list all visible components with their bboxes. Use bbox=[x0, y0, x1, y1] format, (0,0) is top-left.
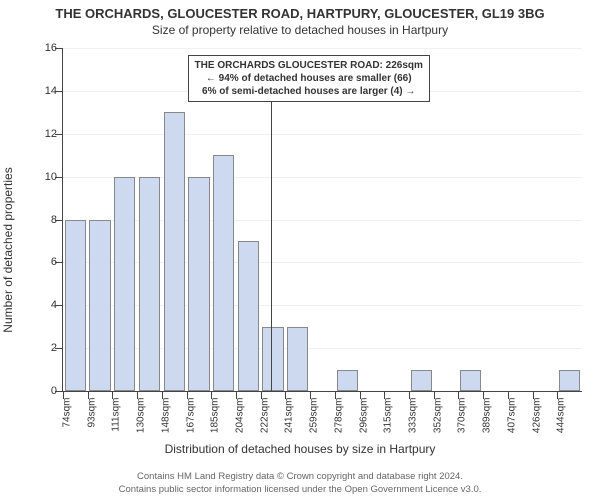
x-tick-label: 185sqm bbox=[210, 398, 221, 434]
x-tick-label: 296sqm bbox=[358, 398, 369, 434]
gridline bbox=[63, 48, 582, 49]
chart-title-block: THE ORCHARDS, GLOUCESTER ROAD, HARTPURY,… bbox=[0, 0, 600, 37]
histogram-bar bbox=[188, 177, 209, 391]
x-tick-label: 333sqm bbox=[408, 398, 419, 434]
histogram-bar bbox=[89, 220, 110, 392]
chart-title-main: THE ORCHARDS, GLOUCESTER ROAD, HARTPURY,… bbox=[0, 6, 600, 21]
histogram-bar bbox=[164, 112, 185, 391]
gridline bbox=[63, 134, 582, 135]
histogram-bar bbox=[114, 177, 135, 391]
x-tick-label: 407sqm bbox=[506, 398, 517, 434]
y-tick-label: 2 bbox=[29, 342, 57, 354]
histogram-bar bbox=[139, 177, 160, 391]
annotation-box: THE ORCHARDS GLOUCESTER ROAD: 226sqm ← 9… bbox=[188, 55, 430, 102]
histogram-bar bbox=[262, 327, 283, 391]
histogram-bar bbox=[213, 155, 234, 391]
x-tick-label: 130sqm bbox=[136, 398, 147, 434]
y-tick-label: 6 bbox=[29, 256, 57, 268]
y-tick-label: 0 bbox=[29, 385, 57, 397]
chart-area: Number of detached properties 0246810121… bbox=[0, 44, 600, 456]
x-tick-label: 315sqm bbox=[383, 398, 394, 434]
x-tick-label: 167sqm bbox=[185, 398, 196, 434]
x-tick-label: 222sqm bbox=[259, 398, 270, 434]
x-tick-label: 389sqm bbox=[482, 398, 493, 434]
histogram-bar bbox=[460, 370, 481, 391]
x-tick-label: 148sqm bbox=[160, 398, 171, 434]
x-tick-label: 259sqm bbox=[309, 398, 320, 434]
histogram-bar bbox=[559, 370, 580, 391]
x-tick-label: 74sqm bbox=[62, 398, 73, 428]
y-tick-label: 14 bbox=[29, 85, 57, 97]
footer-attribution: Contains HM Land Registry data © Crown c… bbox=[0, 471, 600, 496]
annotation-line-1: THE ORCHARDS GLOUCESTER ROAD: 226sqm bbox=[195, 59, 423, 72]
chart-title-sub: Size of property relative to detached ho… bbox=[0, 23, 600, 37]
x-tick-label: 93sqm bbox=[86, 398, 97, 428]
marker-line bbox=[271, 102, 272, 391]
y-tick-label: 8 bbox=[29, 214, 57, 226]
x-tick-label: 444sqm bbox=[556, 398, 567, 434]
y-tick-label: 16 bbox=[29, 42, 57, 54]
x-tick-label: 241sqm bbox=[284, 398, 295, 434]
x-tick-label: 352sqm bbox=[432, 398, 443, 434]
plot-area: 024681012141674sqm93sqm111sqm130sqm148sq… bbox=[62, 48, 582, 392]
x-axis-label: Distribution of detached houses by size … bbox=[0, 442, 600, 456]
histogram-bar bbox=[287, 327, 308, 391]
annotation-line-2: ← 94% of detached houses are smaller (66… bbox=[195, 72, 423, 85]
footer-line-2: Contains public sector information licen… bbox=[0, 484, 600, 496]
histogram-bar bbox=[65, 220, 86, 392]
x-tick-label: 204sqm bbox=[235, 398, 246, 434]
y-tick-label: 4 bbox=[29, 299, 57, 311]
footer-line-1: Contains HM Land Registry data © Crown c… bbox=[0, 471, 600, 483]
histogram-bar bbox=[337, 370, 358, 391]
x-tick-label: 111sqm bbox=[111, 398, 122, 432]
x-tick-label: 278sqm bbox=[333, 398, 344, 434]
y-tick-label: 10 bbox=[29, 171, 57, 183]
x-tick-label: 370sqm bbox=[457, 398, 468, 434]
histogram-bar bbox=[411, 370, 432, 391]
x-tick-label: 426sqm bbox=[531, 398, 542, 434]
y-tick-label: 12 bbox=[29, 128, 57, 140]
histogram-bar bbox=[238, 241, 259, 391]
annotation-line-3: 6% of semi-detached houses are larger (4… bbox=[195, 85, 423, 98]
y-axis-label: Number of detached properties bbox=[1, 167, 15, 332]
